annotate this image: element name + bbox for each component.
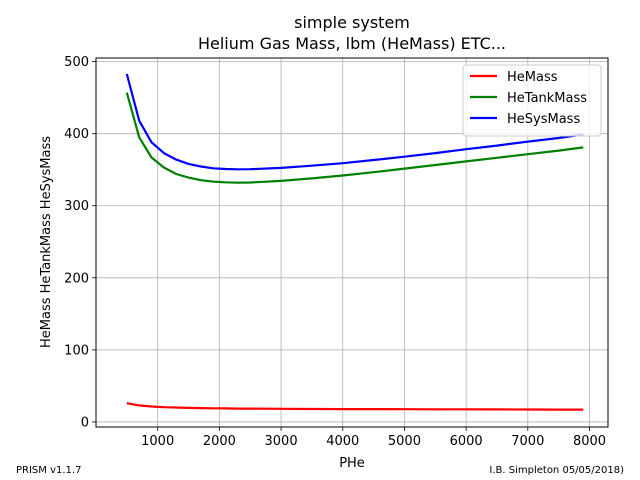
legend: HeMass HeTankMass HeSysMass <box>462 64 602 137</box>
footer-version: PRISM v1.1.7 <box>16 465 82 476</box>
x-tick-label: 4000 <box>326 434 359 449</box>
chart-title: simple system <box>294 13 410 32</box>
x-tick-label: 5000 <box>388 434 421 449</box>
series-line-hetankmass <box>125 92 584 184</box>
y-tick-label: 100 <box>64 343 89 358</box>
plot-area <box>95 57 609 428</box>
x-axis-label: PHe <box>339 456 365 471</box>
series-line-hemass <box>126 402 584 411</box>
series-line-hesysmass <box>125 73 584 171</box>
x-tick-label: 3000 <box>265 434 298 449</box>
footer-author-date: I.B. Simpleton 05/05/2018) <box>489 465 624 476</box>
x-tick-label: 1000 <box>141 434 174 449</box>
axis-ticks: 1000 2000 3000 4000 5000 6000 7000 8000 0 100 200 3… <box>64 55 606 449</box>
legend-label-hetankmass: HeTankMass <box>507 91 587 106</box>
x-tick-label: 6000 <box>450 434 483 449</box>
chart-subtitle: Helium Gas Mass, lbm (HeMass) ETC... <box>198 34 506 53</box>
x-tick-label: 8000 <box>573 434 606 449</box>
y-tick-label: 500 <box>64 55 89 70</box>
y-tick-label: 300 <box>64 199 89 214</box>
y-tick-label: 200 <box>64 271 89 286</box>
x-tick-label: 7000 <box>511 434 544 449</box>
legend-label-hesysmass: HeSysMass <box>507 112 580 127</box>
y-tick-label: 0 <box>81 415 89 430</box>
y-axis-label: HeMass HeTankMass HeSysMass <box>39 136 54 348</box>
x-tick-label: 2000 <box>203 434 236 449</box>
legend-box <box>462 64 602 137</box>
legend-label-hemass: HeMass <box>507 70 558 85</box>
y-tick-label: 400 <box>64 127 89 142</box>
series-lines <box>125 73 584 411</box>
